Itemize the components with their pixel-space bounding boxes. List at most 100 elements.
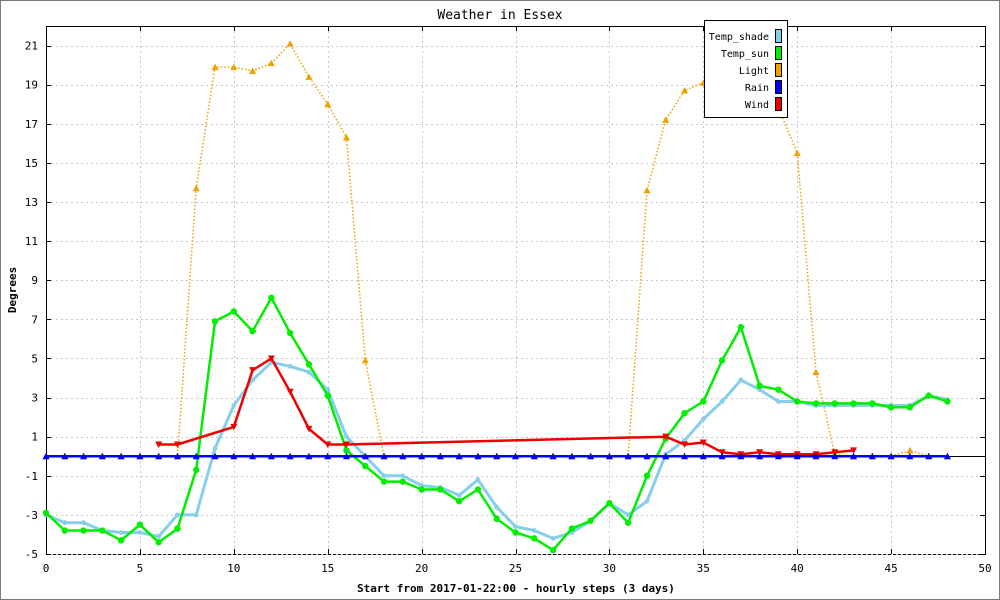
data-point: [267, 452, 275, 460]
data-point: [605, 452, 613, 460]
data-point: [474, 452, 482, 460]
x-tick-label: 0: [43, 562, 50, 575]
chart-title: Weather in Essex: [437, 8, 562, 23]
data-point: [531, 528, 537, 533]
legend-swatch-light: [775, 63, 782, 77]
x-tick-label: 35: [697, 562, 710, 575]
series-wind: [155, 355, 858, 458]
data-point: [249, 367, 257, 374]
data-point: [80, 527, 87, 534]
data-point: [850, 447, 858, 454]
data-point: [943, 452, 951, 460]
data-point: [700, 416, 706, 422]
data-point: [61, 452, 69, 460]
data-point: [699, 452, 707, 460]
data-point: [512, 452, 519, 460]
y-tick-label: 17: [25, 118, 38, 131]
data-point: [436, 452, 444, 460]
data-point: [512, 529, 519, 536]
data-point: [230, 308, 237, 315]
series-rain: [42, 452, 951, 460]
data-point: [776, 399, 781, 404]
plot-area: [46, 26, 986, 555]
data-point: [287, 363, 293, 369]
data-point: [738, 377, 744, 383]
data-point: [662, 433, 670, 441]
legend-swatch-temp-sun: [775, 46, 782, 60]
legend-label-rain: Rain: [745, 83, 769, 94]
y-tick-label: 11: [25, 235, 38, 248]
data-point: [718, 449, 726, 456]
data-point: [249, 67, 257, 74]
data-point: [681, 87, 689, 94]
x-tick-label: 45: [884, 562, 897, 575]
data-point: [513, 524, 518, 530]
data-point: [306, 369, 312, 375]
data-point: [456, 492, 462, 498]
data-point: [211, 452, 219, 460]
data-point: [399, 452, 407, 460]
data-point: [137, 530, 143, 535]
y-tick-label: 15: [25, 157, 38, 170]
x-tick-label: 20: [415, 562, 428, 575]
data-point: [831, 452, 839, 460]
data-point: [231, 402, 237, 408]
data-point: [831, 449, 839, 456]
data-point: [418, 486, 425, 493]
data-point: [250, 377, 255, 383]
legend: Temp_shade Temp_sun Light Rain Wind: [704, 20, 788, 118]
data-point: [324, 392, 331, 399]
y-tick-label: -5: [25, 548, 38, 561]
data-point: [868, 452, 876, 460]
data-point: [643, 472, 651, 479]
data-point: [173, 452, 181, 460]
data-point: [286, 452, 294, 460]
y-tick-label: 21: [25, 40, 38, 53]
data-point: [850, 400, 857, 407]
data-point: [587, 452, 595, 460]
data-point: [286, 329, 294, 337]
x-axis-label: Start from 2017-01-22:00 - hourly steps …: [357, 582, 675, 595]
data-point: [118, 530, 124, 535]
data-point: [361, 356, 369, 364]
data-point: [400, 473, 406, 479]
data-point: [267, 59, 275, 67]
series-temp-sun: [42, 294, 951, 554]
legend-swatch-rain: [775, 80, 782, 94]
data-point: [192, 184, 200, 192]
data-point: [212, 446, 218, 451]
y-tick-label: 13: [25, 196, 38, 209]
data-point: [568, 452, 576, 460]
y-axis-label: Degrees: [6, 267, 19, 313]
x-tick-label: 30: [603, 562, 616, 575]
data-point: [136, 521, 144, 528]
data-point: [380, 452, 388, 460]
data-point: [869, 400, 876, 407]
data-point: [42, 452, 50, 460]
data-point: [305, 452, 313, 460]
data-point: [174, 525, 181, 532]
data-point: [625, 512, 631, 518]
data-point: [211, 63, 219, 71]
y-tick-label: 7: [31, 313, 38, 326]
data-point: [493, 515, 500, 522]
y-tick-label: 9: [31, 274, 38, 287]
data-point: [342, 452, 350, 460]
data-point: [342, 133, 350, 141]
legend-label-temp-shade: Temp_shade: [709, 32, 769, 43]
data-point: [81, 520, 86, 526]
data-point: [437, 486, 444, 493]
data-point: [812, 368, 820, 376]
data-point: [155, 452, 163, 460]
data-point: [324, 452, 332, 460]
data-point: [136, 452, 144, 460]
legend-label-wind: Wind: [745, 100, 769, 111]
data-point: [117, 452, 125, 460]
data-point: [117, 537, 125, 544]
data-point: [155, 441, 163, 448]
data-point: [325, 387, 331, 393]
x-tick-label: 40: [791, 562, 804, 575]
data-point: [324, 100, 332, 108]
y-tick-label: 5: [31, 352, 38, 365]
